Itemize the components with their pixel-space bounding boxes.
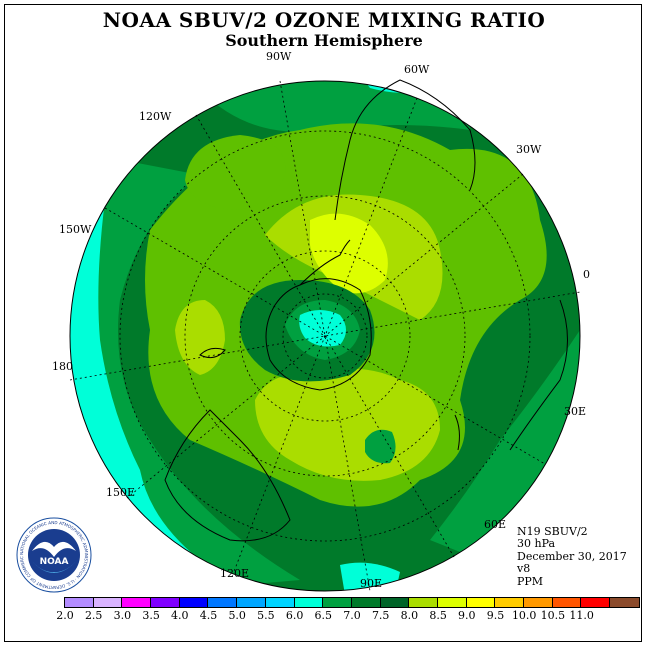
colorbar-tick-label: 3.5 — [142, 609, 160, 622]
colorbar-segment — [151, 598, 180, 607]
lon-label-150w: 150W — [59, 223, 92, 236]
meridian-0-180 — [69, 291, 581, 381]
africa-coast — [509, 299, 568, 451]
lon-label-60w: 60W — [404, 63, 430, 76]
colorbar-segment — [122, 598, 152, 607]
antarctica-coast — [265, 278, 372, 391]
colorbar-tick-label: 2.5 — [84, 609, 103, 622]
lat-circle-60s — [239, 250, 411, 422]
colorbar-segment — [466, 598, 496, 607]
noaa-logo-text: NOAA — [40, 557, 69, 567]
colorbar-segment — [552, 598, 582, 607]
colorbar-tick-label: 4.0 — [171, 609, 189, 622]
colorbar — [64, 597, 640, 608]
lat-circle-30s — [119, 130, 531, 542]
colorbar-tick-label: 5.0 — [228, 609, 246, 622]
info-version: v8 — [517, 562, 531, 576]
colorbar-tick-label: 3.0 — [113, 609, 132, 622]
lon-label-30e: 30E — [564, 405, 587, 418]
noaa-logo: NOAA NATIONAL OCEANIC AND ATMOSPHERIC AD… — [16, 517, 92, 593]
field-7-5-8-0-west — [175, 300, 225, 375]
map-title: NOAA SBUV/2 OZONE MIXING RATIO — [102, 8, 546, 32]
lon-label-120e: 120E — [220, 567, 250, 580]
colorbar-segment — [265, 598, 295, 607]
figure-frame — [4, 4, 642, 642]
colorbar-tick-label: 9.0 — [458, 609, 476, 622]
colorbar-segment — [581, 598, 611, 607]
field-5-5-6-0-pole — [299, 310, 346, 347]
field-8-0-8-5-core — [310, 213, 388, 294]
australia-coast — [164, 409, 291, 542]
colorbar-tick-label: 10.0 — [511, 609, 537, 622]
colorbar-tick-label: 10.5 — [540, 609, 566, 622]
colorbar-segment — [294, 598, 324, 607]
colorbar-segment — [351, 598, 381, 607]
colorbar-tick-label: 6.0 — [285, 609, 304, 622]
info-instrument: N19 SBUV/2 — [517, 525, 588, 538]
info-level: 30 hPa — [517, 537, 556, 551]
meridian-150 — [126, 173, 524, 499]
graticule — [69, 80, 581, 592]
colorbar-segment — [380, 598, 410, 607]
field-6-0-6-5-hole — [365, 429, 396, 464]
colorbar-segment — [610, 598, 639, 607]
globe-outline — [69, 80, 581, 592]
lon-label-0: 0 — [583, 268, 590, 281]
lon-label-60e: 60E — [484, 518, 507, 531]
colorbar-tick-label: 2.0 — [56, 609, 74, 622]
colorbar-segment — [323, 598, 352, 607]
lon-label-30w: 30W — [516, 143, 542, 156]
colorbar-segment — [208, 598, 238, 607]
lon-label-90e: 90E — [360, 577, 383, 590]
colorbar-segment — [93, 598, 123, 607]
lon-label-150e: 150E — [106, 486, 136, 499]
colorbar-tick-label: 11.0 — [569, 609, 594, 622]
lat-circle-75s — [282, 293, 368, 379]
colorbar-segment — [524, 598, 553, 607]
lat-circle-45s — [184, 195, 466, 477]
colorbar-segment — [237, 598, 266, 607]
colorbar-tick-label: 9.5 — [486, 609, 505, 622]
meridian-90 — [279, 80, 371, 592]
new-zealand-coast — [199, 347, 226, 359]
colorbar-segment — [65, 598, 94, 607]
info-date: December 30, 2017 — [517, 549, 627, 563]
colorbar-segment — [495, 598, 524, 607]
lon-label-90w: 90W — [266, 50, 292, 63]
field-7-0-7-5-northwest — [185, 135, 286, 210]
colorbar-tick-label: 5.5 — [257, 609, 275, 622]
info-units: PPM — [517, 574, 544, 588]
colorbar-segment — [409, 598, 438, 607]
lon-label-120w: 120W — [139, 110, 172, 123]
colorbar-segment — [179, 598, 209, 607]
colorbar-tick-label: 7.0 — [343, 609, 361, 622]
colorbar-tick-label: 4.5 — [199, 609, 218, 622]
colorbar-tick-label: 6.5 — [314, 609, 333, 622]
colorbar-tick-label: 8.0 — [400, 609, 419, 622]
south-america-coast — [334, 79, 476, 221]
colorbar-tick-label: 7.5 — [371, 609, 390, 622]
colorbar-segment — [437, 598, 467, 607]
lon-label-180: 180 — [52, 360, 73, 373]
info-block: N19 SBUV/2 30 hPa December 30, 2017 v8 P… — [517, 525, 627, 588]
antarctic-peninsula — [299, 239, 351, 286]
madagascar-coast — [454, 414, 460, 451]
coastlines — [164, 79, 568, 542]
colorbar-tick-label: 8.5 — [429, 609, 447, 622]
map-subtitle: Southern Hemisphere — [225, 31, 423, 50]
